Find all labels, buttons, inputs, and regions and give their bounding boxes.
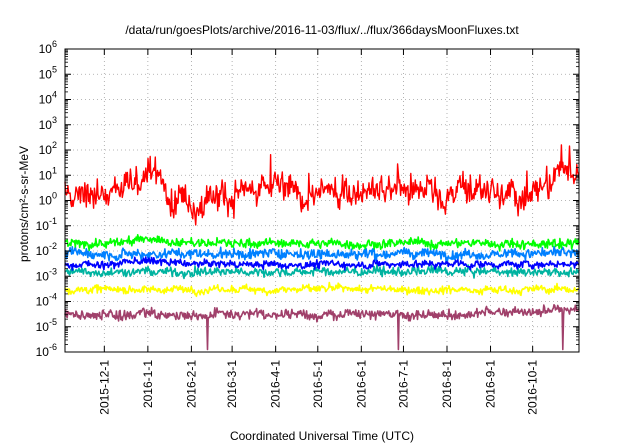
y-tick-base: 10 [36, 345, 50, 359]
y-tick-exponent: -1 [49, 216, 57, 226]
chart-title: /data/run/goesPlots/archive/2016-11-03/f… [125, 23, 519, 37]
y-tick-label: 10-6 [36, 342, 57, 359]
series-line [64, 234, 580, 252]
y-tick-base: 10 [36, 320, 50, 334]
y-tick-label: 10-2 [36, 241, 57, 258]
x-tick-label: 2016-7-1 [396, 360, 410, 408]
y-tick-exponent: -2 [49, 241, 57, 251]
grid-layer [65, 49, 579, 352]
x-tick-label: 2016-5-1 [311, 360, 325, 408]
x-tick-label: 2016-1-1 [141, 360, 155, 408]
y-tick-base: 10 [39, 143, 53, 157]
series-line [64, 304, 580, 351]
series-line [64, 256, 580, 271]
y-tick-base: 10 [36, 244, 50, 258]
y-tick-exponent: 0 [52, 191, 57, 201]
series-layer [64, 144, 580, 351]
label-layer: 10-610-510-410-310-210-11001011021031041… [36, 39, 540, 415]
x-tick-label: 2016-4-1 [269, 360, 283, 408]
series-line [64, 144, 580, 226]
y-tick-label: 105 [39, 64, 57, 81]
x-axis-title: Coordinated Universal Time (UTC) [230, 429, 414, 443]
y-tick-label: 101 [39, 165, 57, 182]
series-line [64, 281, 580, 298]
x-tick-label: 2016-3-1 [225, 360, 239, 408]
y-tick-exponent: 3 [52, 115, 57, 125]
x-tick-label: 2016-9-1 [484, 360, 498, 408]
y-tick-exponent: 4 [52, 90, 57, 100]
y-tick-exponent: 2 [52, 140, 57, 150]
y-tick-exponent: -5 [49, 317, 57, 327]
x-tick-label: 2015-12-1 [97, 360, 111, 415]
tick-layer [65, 48, 579, 353]
y-tick-exponent: -3 [49, 266, 57, 276]
y-tick-label: 103 [39, 115, 57, 132]
x-tick-label: 2016-2-1 [184, 360, 198, 408]
y-tick-exponent: 6 [52, 39, 57, 49]
y-tick-label: 102 [39, 140, 57, 157]
y-tick-label: 106 [39, 39, 57, 56]
y-axis-title: protons/cm²-s-sr-MeV [17, 146, 31, 262]
series-line [64, 263, 580, 280]
y-tick-label: 10-4 [36, 292, 57, 309]
y-tick-base: 10 [39, 118, 53, 132]
y-tick-label: 10-1 [36, 216, 57, 233]
x-tick-label: 2016-6-1 [354, 360, 368, 408]
y-tick-base: 10 [39, 194, 53, 208]
y-tick-base: 10 [36, 219, 50, 233]
y-tick-exponent: 1 [52, 165, 57, 175]
series-line [64, 245, 580, 263]
x-tick-label: 2016-10-1 [526, 360, 540, 415]
y-tick-base: 10 [36, 269, 50, 283]
y-tick-exponent: -4 [49, 292, 57, 302]
y-tick-label: 10-5 [36, 317, 57, 334]
y-tick-base: 10 [39, 42, 53, 56]
y-tick-label: 104 [39, 90, 57, 107]
y-tick-exponent: 5 [52, 64, 57, 74]
y-tick-base: 10 [39, 67, 53, 81]
y-tick-label: 100 [39, 191, 57, 208]
y-tick-base: 10 [39, 93, 53, 107]
x-tick-label: 2016-8-1 [440, 360, 454, 408]
y-tick-base: 10 [39, 168, 53, 182]
y-tick-exponent: -6 [49, 342, 57, 352]
y-tick-label: 10-3 [36, 266, 57, 283]
y-tick-base: 10 [36, 295, 50, 309]
